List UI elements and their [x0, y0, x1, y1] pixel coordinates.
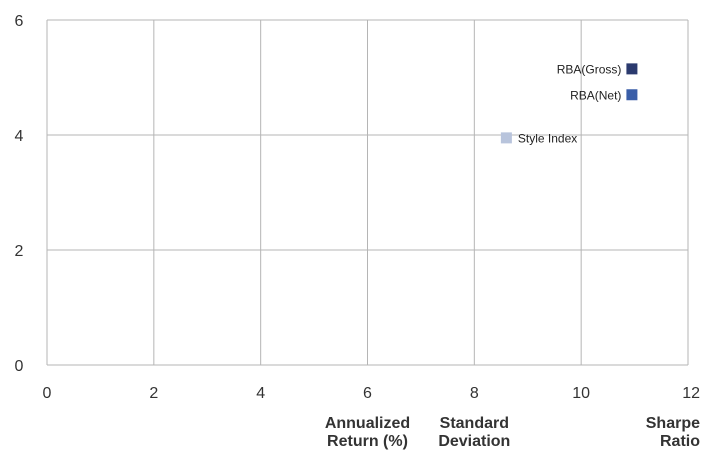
axis-caption-line: Annualized — [325, 415, 410, 432]
grid-lines — [46, 19, 689, 366]
x-tick-label: 2 — [149, 385, 158, 402]
axis-caption-line: Standard — [440, 415, 509, 432]
data-points: RBA(Gross) RBA(Net) Style Index — [500, 62, 638, 145]
axis-caption-line: Return (%) — [327, 433, 408, 450]
y-tick-label: 6 — [15, 13, 24, 30]
x-tick-label: 4 — [256, 385, 265, 402]
point-label: RBA(Net) — [570, 88, 621, 102]
point-label: RBA(Gross) — [557, 62, 622, 76]
x-tick-label: 0 — [43, 385, 52, 402]
data-point: RBA(Net) — [570, 88, 638, 102]
point-marker — [500, 132, 512, 144]
data-point: RBA(Gross) — [557, 62, 638, 76]
y-tick-label: 4 — [15, 128, 24, 145]
axis-caption-line: Deviation — [438, 433, 510, 450]
x-tick-label: 12 — [682, 385, 700, 402]
axis-caption-line: Sharpe — [646, 415, 700, 432]
x-axis-ticks: 0 2 4 6 8 10 12 — [43, 385, 701, 402]
data-point: Style Index — [500, 131, 577, 145]
point-label: Style Index — [518, 131, 577, 145]
y-axis-ticks: 0 2 4 6 — [15, 13, 24, 375]
x-tick-label: 6 — [363, 385, 372, 402]
x-tick-label: 10 — [572, 385, 590, 402]
x-tick-label: 8 — [470, 385, 479, 402]
point-marker — [626, 63, 638, 75]
y-tick-label: 2 — [15, 243, 24, 260]
point-marker — [626, 89, 638, 101]
axis-caption-line: Ratio — [660, 433, 700, 450]
y-tick-label: 0 — [15, 358, 24, 375]
